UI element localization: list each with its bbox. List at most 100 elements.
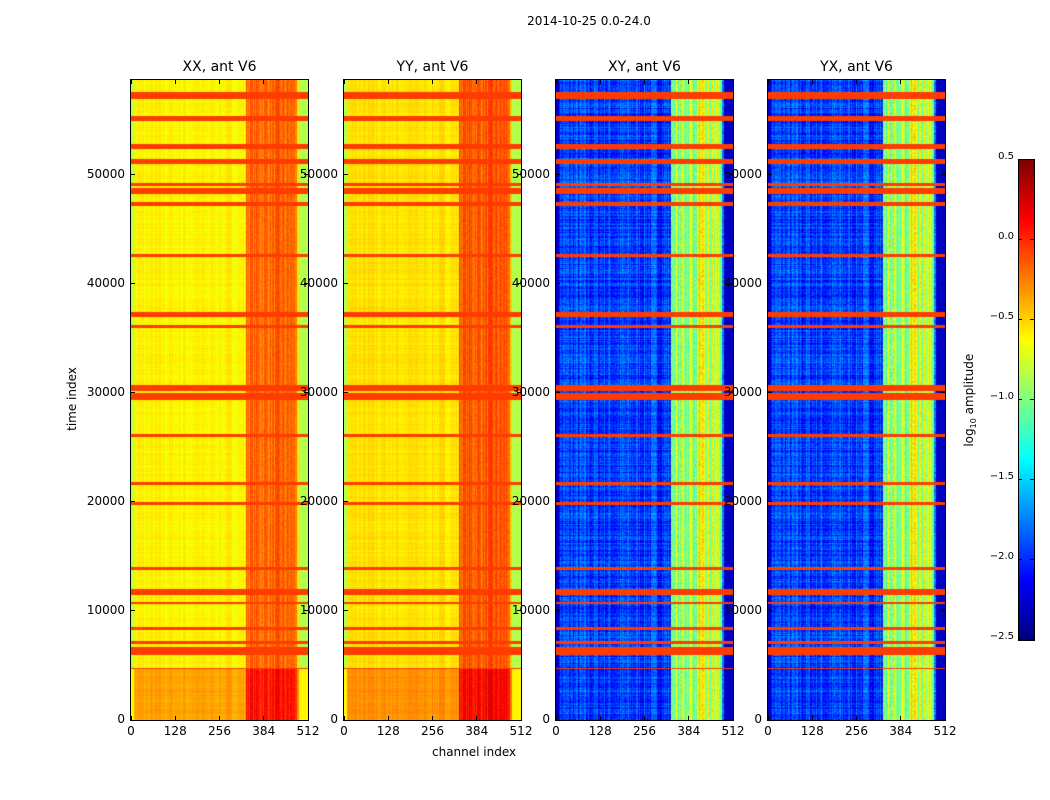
y-tick-mark [556, 283, 560, 285]
y-tick-label: 40000 [299, 275, 338, 290]
colorbar-tick-mark [1018, 239, 1022, 240]
y-tick-mark-right [729, 392, 733, 394]
y-tick-mark [344, 283, 348, 285]
y-tick-label: 50000 [86, 166, 125, 181]
panel-title-2: XY, ant V6 [608, 59, 681, 75]
x-tick-label: 384 [465, 724, 489, 738]
x-tick-label: 512 [296, 724, 320, 738]
x-tick-mark [811, 716, 813, 720]
y-tick-mark [344, 719, 348, 721]
colorbar-tick-mark [1018, 639, 1022, 640]
figure-title: 2014-10-25 0.0-24.0 [527, 14, 651, 28]
colorbar-tick-mark [1018, 479, 1022, 480]
x-tick-mark-top [307, 80, 309, 84]
y-tick-mark [556, 392, 560, 394]
x-tick-mark [520, 716, 522, 720]
x-tick-mark-top [644, 80, 645, 84]
x-tick-label: 256 [633, 724, 656, 738]
heatmap-panel-0 [130, 79, 309, 721]
y-tick-mark [344, 610, 348, 612]
x-tick-mark [130, 716, 132, 720]
y-tick-mark [768, 392, 772, 394]
y-tick-mark [556, 719, 560, 721]
heatmap-panel-1 [343, 79, 522, 721]
x-tick-mark-top [432, 80, 433, 84]
colorbar-tick-mark-right [1030, 479, 1034, 480]
heatmap-image-0 [131, 80, 308, 720]
x-tick-mark-top [811, 80, 813, 84]
x-tick-mark [343, 716, 345, 720]
panel-title-1: YY, ant V6 [396, 59, 469, 75]
colorbar-tick-mark-right [1030, 319, 1034, 320]
x-tick-mark-top [767, 80, 769, 84]
y-tick-mark [344, 174, 348, 176]
colorbar-tick-mark-right [1030, 399, 1034, 400]
y-tick-label: 50000 [723, 166, 762, 181]
heatmap-image-1 [344, 80, 521, 720]
y-tick-mark-right [304, 501, 308, 503]
x-tick-mark [476, 716, 478, 720]
y-tick-mark [131, 719, 135, 721]
y-tick-mark-right [729, 610, 733, 612]
heatmap-image-2 [556, 80, 733, 720]
x-tick-mark-top [900, 80, 902, 84]
y-tick-mark-right [941, 174, 945, 176]
y-tick-label: 40000 [511, 275, 550, 290]
y-tick-mark-right [304, 392, 308, 394]
colorbar-tick-mark-right [1030, 559, 1034, 560]
y-tick-mark-right [941, 610, 945, 612]
y-tick-mark [131, 501, 135, 503]
x-tick-mark-top [387, 80, 389, 84]
x-tick-mark-top [219, 80, 220, 84]
colorbar-tick-label: −2.0 [989, 551, 1014, 562]
x-tick-label: 384 [252, 724, 276, 738]
y-tick-label: 50000 [511, 166, 550, 181]
y-tick-mark [131, 174, 135, 176]
y-tick-mark-right [941, 501, 945, 503]
colorbar [1018, 159, 1035, 641]
x-tick-mark-top [688, 80, 690, 84]
y-tick-mark-right [941, 719, 945, 721]
colorbar-label-suffix: amplitude [961, 353, 976, 419]
y-tick-label: 20000 [299, 493, 338, 508]
y-tick-label: 20000 [86, 493, 125, 508]
y-tick-mark-right [304, 174, 308, 176]
x-tick-mark [307, 716, 309, 720]
x-tick-mark [644, 716, 645, 720]
x-tick-mark-top [555, 80, 557, 84]
x-tick-mark-top [130, 80, 132, 84]
y-tick-mark [344, 501, 348, 503]
x-tick-label: 128 [376, 724, 400, 738]
x-tick-label: 0 [127, 724, 135, 738]
y-tick-mark-right [304, 610, 308, 612]
x-tick-mark [174, 716, 176, 720]
y-tick-label: 30000 [511, 384, 550, 399]
x-tick-label: 0 [340, 724, 348, 738]
x-tick-mark [900, 716, 902, 720]
x-tick-label: 256 [845, 724, 868, 738]
y-tick-label: 30000 [723, 384, 762, 399]
x-tick-mark-top [732, 80, 734, 84]
colorbar-gradient [1019, 160, 1034, 640]
colorbar-tick-label: −2.5 [989, 631, 1014, 642]
x-tick-mark [767, 716, 769, 720]
x-tick-mark [732, 716, 734, 720]
y-tick-mark-right [517, 610, 521, 612]
colorbar-tick-label: −1.5 [989, 471, 1014, 482]
colorbar-tick-mark-right [1030, 159, 1034, 160]
y-tick-mark [768, 610, 772, 612]
x-tick-label: 512 [721, 724, 745, 738]
x-tick-label: 128 [588, 724, 612, 738]
y-tick-mark-right [729, 283, 733, 285]
y-tick-mark [556, 610, 560, 612]
y-tick-label: 30000 [86, 384, 125, 399]
y-tick-mark [131, 392, 135, 394]
x-tick-mark-top [520, 80, 522, 84]
x-tick-label: 512 [509, 724, 533, 738]
x-tick-mark [387, 716, 389, 720]
panel-title-3: YX, ant V6 [820, 59, 893, 75]
colorbar-tick-mark [1018, 559, 1022, 560]
x-tick-label: 128 [163, 724, 187, 738]
y-tick-mark-right [517, 283, 521, 285]
